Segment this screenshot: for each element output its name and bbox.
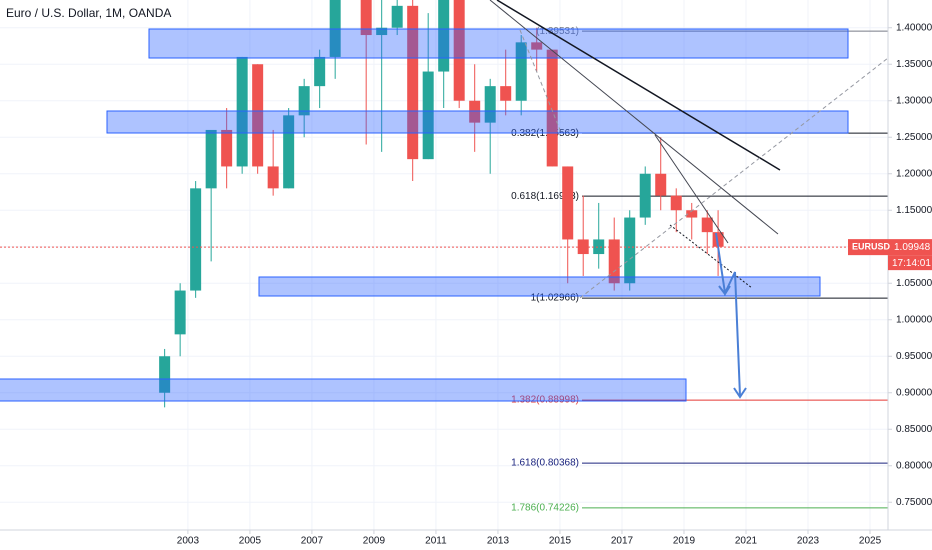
candle-body <box>686 210 698 218</box>
y-tick-label: 1.20000 <box>896 168 932 179</box>
fib-level-label: 1.618(0.80368) <box>511 458 579 469</box>
candle-body <box>453 0 465 101</box>
candles <box>159 0 724 408</box>
candle-body <box>469 100 481 123</box>
candle-body <box>329 0 341 57</box>
y-tick-label: 1.35000 <box>896 59 932 70</box>
candle-body <box>267 166 279 189</box>
candle-body <box>608 239 620 284</box>
trend-line <box>654 134 729 244</box>
candle-body <box>391 5 403 28</box>
y-tick-label: 1.30000 <box>896 95 932 106</box>
candle-body <box>577 239 589 255</box>
candle-body <box>624 217 636 284</box>
x-tick-label: 2019 <box>673 536 696 547</box>
candle-body <box>484 86 496 123</box>
candle-body <box>639 173 651 218</box>
x-tick-label: 2017 <box>611 536 634 547</box>
fib-level-label: 1(1.02966) <box>531 293 579 304</box>
y-tick-label: 0.75000 <box>896 497 932 508</box>
trend-line <box>496 0 781 171</box>
candle-body <box>190 188 202 291</box>
candle-body <box>314 56 326 87</box>
candle-body <box>593 239 605 255</box>
x-tick-label: 2009 <box>363 536 386 547</box>
zone <box>106 110 849 134</box>
candle-body <box>438 0 450 72</box>
x-tick-label: 2011 <box>425 536 447 547</box>
x-tick-label: 2005 <box>239 536 262 547</box>
countdown-box <box>888 255 932 271</box>
countdown-label: 17:14:01 <box>892 258 931 269</box>
x-tick-label: 2021 <box>735 536 758 547</box>
fib-level-label: 0.618(1.16933) <box>511 191 579 202</box>
trend-line <box>579 57 888 299</box>
y-tick-label: 0.90000 <box>896 387 932 398</box>
symbol-label: EURUSD <box>852 242 891 252</box>
candle-body <box>174 290 186 335</box>
fib-level-label: (1.39531) <box>536 26 579 37</box>
candle-body <box>159 356 171 393</box>
drawings <box>0 0 888 402</box>
trend-line <box>519 29 561 131</box>
candle-body <box>655 173 667 196</box>
fib-level-label: 1.382(0.88998) <box>511 395 579 406</box>
zone <box>0 378 687 402</box>
zone <box>148 28 849 59</box>
candle-body <box>500 86 512 101</box>
x-tick-label: 2015 <box>549 536 572 547</box>
y-tick-label: 0.95000 <box>896 351 932 362</box>
y-tick-label: 1.15000 <box>896 205 932 216</box>
x-tick-label: 2013 <box>487 536 510 547</box>
trend-line <box>489 0 779 235</box>
candle-body <box>531 42 543 50</box>
y-tick-label: 1.25000 <box>896 132 932 143</box>
zone <box>258 276 821 297</box>
x-tick-label: 2023 <box>797 536 820 547</box>
candle-body <box>221 129 233 167</box>
y-tick-label: 1.00000 <box>896 314 932 325</box>
candle-body <box>701 217 713 233</box>
chart-title: Euro / U.S. Dollar, 1M, OANDA <box>6 6 171 20</box>
candle-body <box>236 56 248 167</box>
trend-line <box>669 224 753 289</box>
candle-body <box>376 27 388 36</box>
x-tick-label: 2025 <box>859 536 882 547</box>
candle-body <box>562 166 574 240</box>
y-tick-label: 0.85000 <box>896 424 932 435</box>
fib-level-label: 1.786(0.74226) <box>511 503 579 514</box>
y-tick-label: 1.40000 <box>896 22 932 33</box>
candle-body <box>205 129 217 189</box>
arrow-head <box>718 285 731 296</box>
grid <box>0 0 888 530</box>
candle-body <box>298 86 310 116</box>
candle-body <box>546 49 558 167</box>
price-label-box <box>848 239 932 256</box>
projection-arrow <box>715 232 741 397</box>
y-tick-label: 0.80000 <box>896 460 932 471</box>
candle-body <box>283 115 295 189</box>
candle-body <box>712 232 724 247</box>
candle-body <box>407 5 419 160</box>
candle-body <box>422 71 434 160</box>
arrow-head <box>733 387 747 399</box>
y-tick-label: 1.05000 <box>896 278 932 289</box>
x-tick-label: 2007 <box>301 536 324 547</box>
candle-body <box>670 195 682 211</box>
candle-body <box>360 0 372 36</box>
candle-body <box>252 64 264 167</box>
last-price-label: 1.09948 <box>894 242 931 253</box>
x-tick-label: 2003 <box>177 536 200 547</box>
candle-body <box>515 42 527 101</box>
